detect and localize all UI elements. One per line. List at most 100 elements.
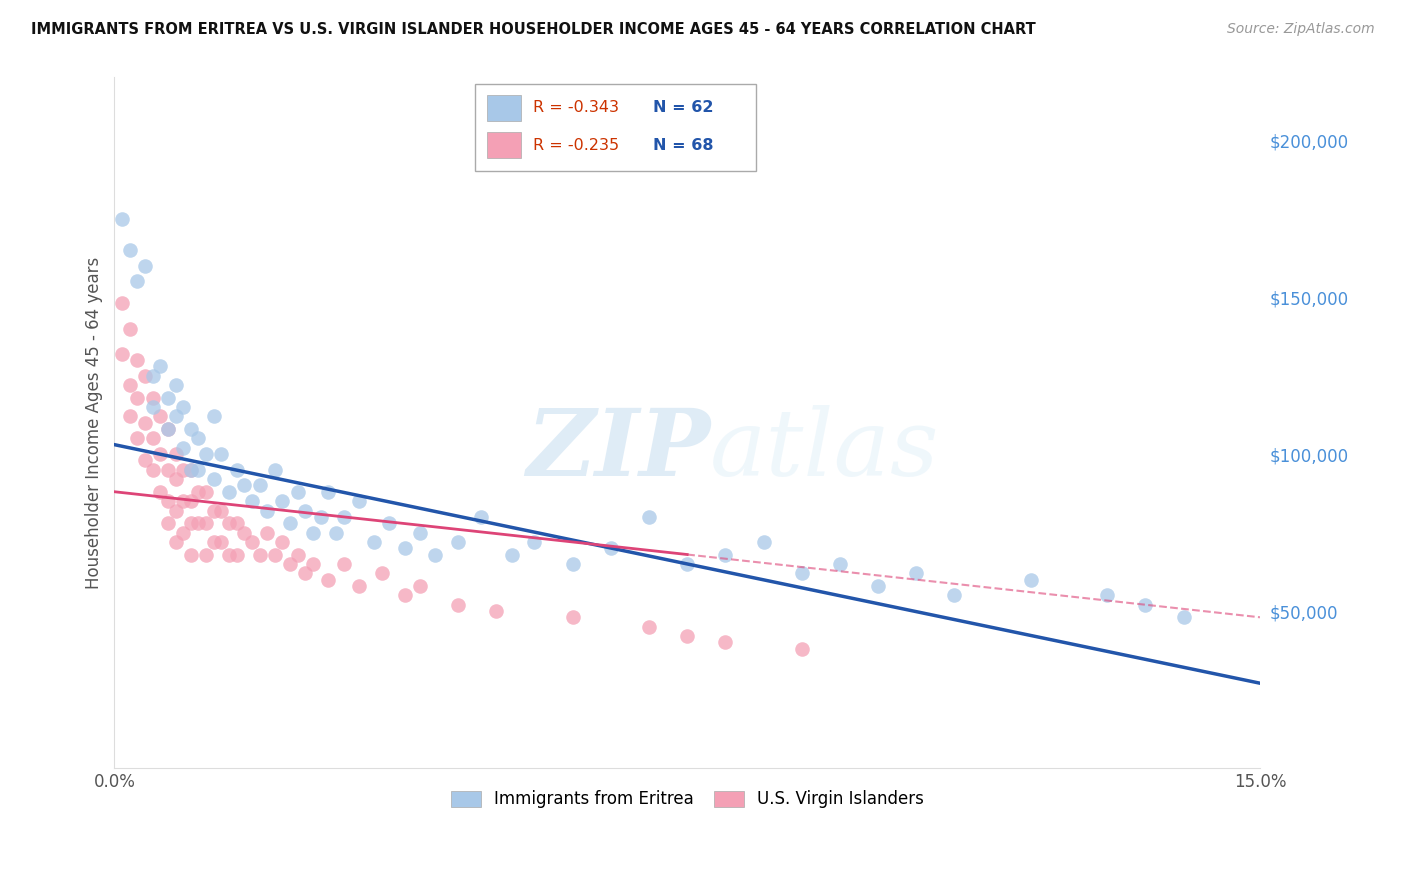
Immigrants from Eritrea <box>209 447 232 461</box>
U.S. Virgin Islanders <box>209 503 232 517</box>
U.S. Virgin Islanders <box>256 525 278 540</box>
Text: Source: ZipAtlas.com: Source: ZipAtlas.com <box>1227 22 1375 37</box>
U.S. Virgin Islanders <box>127 352 149 367</box>
U.S. Virgin Islanders <box>195 484 218 499</box>
Immigrants from Eritrea <box>263 463 285 477</box>
Immigrants from Eritrea <box>202 409 225 424</box>
Immigrants from Eritrea <box>1173 610 1195 624</box>
U.S. Virgin Islanders <box>172 494 194 508</box>
Immigrants from Eritrea <box>523 535 546 549</box>
Immigrants from Eritrea <box>142 368 165 383</box>
U.S. Virgin Islanders <box>111 346 134 360</box>
U.S. Virgin Islanders <box>561 610 583 624</box>
U.S. Virgin Islanders <box>485 604 508 618</box>
Immigrants from Eritrea <box>180 422 202 436</box>
Immigrants from Eritrea <box>134 259 156 273</box>
Immigrants from Eritrea <box>638 509 661 524</box>
U.S. Virgin Islanders <box>225 516 247 530</box>
Text: N = 62: N = 62 <box>652 100 713 115</box>
Immigrants from Eritrea <box>828 557 851 571</box>
U.S. Virgin Islanders <box>118 321 141 335</box>
U.S. Virgin Islanders <box>118 409 141 424</box>
U.S. Virgin Islanders <box>149 484 172 499</box>
U.S. Virgin Islanders <box>180 494 202 508</box>
U.S. Virgin Islanders <box>172 463 194 477</box>
Immigrants from Eritrea <box>287 484 309 499</box>
Text: R = -0.235: R = -0.235 <box>533 137 619 153</box>
Immigrants from Eritrea <box>127 275 149 289</box>
Immigrants from Eritrea <box>501 548 523 562</box>
U.S. Virgin Islanders <box>180 463 202 477</box>
Immigrants from Eritrea <box>561 557 583 571</box>
Immigrants from Eritrea <box>218 484 240 499</box>
Immigrants from Eritrea <box>202 472 225 486</box>
Bar <box>486 95 522 121</box>
U.S. Virgin Islanders <box>225 548 247 562</box>
U.S. Virgin Islanders <box>347 579 370 593</box>
Immigrants from Eritrea <box>294 503 316 517</box>
U.S. Virgin Islanders <box>240 535 263 549</box>
Immigrants from Eritrea <box>347 494 370 508</box>
Immigrants from Eritrea <box>1135 598 1157 612</box>
U.S. Virgin Islanders <box>127 391 149 405</box>
Y-axis label: Householder Income Ages 45 - 64 years: Householder Income Ages 45 - 64 years <box>86 257 103 589</box>
Immigrants from Eritrea <box>752 535 775 549</box>
U.S. Virgin Islanders <box>209 535 232 549</box>
Immigrants from Eritrea <box>316 484 339 499</box>
Immigrants from Eritrea <box>394 541 416 556</box>
U.S. Virgin Islanders <box>187 516 209 530</box>
U.S. Virgin Islanders <box>156 516 179 530</box>
U.S. Virgin Islanders <box>202 503 225 517</box>
U.S. Virgin Islanders <box>142 431 165 445</box>
U.S. Virgin Islanders <box>714 635 737 649</box>
U.S. Virgin Islanders <box>149 447 172 461</box>
U.S. Virgin Islanders <box>202 535 225 549</box>
Immigrants from Eritrea <box>271 494 294 508</box>
U.S. Virgin Islanders <box>287 548 309 562</box>
U.S. Virgin Islanders <box>271 535 294 549</box>
U.S. Virgin Islanders <box>249 548 271 562</box>
Immigrants from Eritrea <box>943 588 966 602</box>
Immigrants from Eritrea <box>249 478 271 492</box>
U.S. Virgin Islanders <box>149 409 172 424</box>
Immigrants from Eritrea <box>149 359 172 374</box>
Immigrants from Eritrea <box>187 431 209 445</box>
Immigrants from Eritrea <box>1019 573 1042 587</box>
Immigrants from Eritrea <box>425 548 447 562</box>
U.S. Virgin Islanders <box>294 566 316 581</box>
Immigrants from Eritrea <box>256 503 278 517</box>
Immigrants from Eritrea <box>172 441 194 455</box>
Immigrants from Eritrea <box>233 478 256 492</box>
Immigrants from Eritrea <box>195 447 218 461</box>
Text: ZIP: ZIP <box>526 405 710 495</box>
Immigrants from Eritrea <box>790 566 813 581</box>
Immigrants from Eritrea <box>332 509 354 524</box>
Immigrants from Eritrea <box>225 463 247 477</box>
U.S. Virgin Islanders <box>165 447 187 461</box>
U.S. Virgin Islanders <box>134 453 156 467</box>
U.S. Virgin Islanders <box>370 566 392 581</box>
Immigrants from Eritrea <box>868 579 890 593</box>
U.S. Virgin Islanders <box>127 431 149 445</box>
Immigrants from Eritrea <box>142 400 165 414</box>
Immigrants from Eritrea <box>111 211 134 226</box>
Immigrants from Eritrea <box>302 525 325 540</box>
U.S. Virgin Islanders <box>134 416 156 430</box>
U.S. Virgin Islanders <box>156 463 179 477</box>
Immigrants from Eritrea <box>676 557 699 571</box>
U.S. Virgin Islanders <box>142 391 165 405</box>
Legend: Immigrants from Eritrea, U.S. Virgin Islanders: Immigrants from Eritrea, U.S. Virgin Isl… <box>444 783 931 815</box>
Text: atlas: atlas <box>710 405 939 495</box>
U.S. Virgin Islanders <box>180 516 202 530</box>
U.S. Virgin Islanders <box>316 573 339 587</box>
U.S. Virgin Islanders <box>172 525 194 540</box>
U.S. Virgin Islanders <box>156 494 179 508</box>
U.S. Virgin Islanders <box>676 629 699 643</box>
U.S. Virgin Islanders <box>638 620 661 634</box>
Immigrants from Eritrea <box>180 463 202 477</box>
Immigrants from Eritrea <box>714 548 737 562</box>
U.S. Virgin Islanders <box>134 368 156 383</box>
U.S. Virgin Islanders <box>790 641 813 656</box>
Text: N = 68: N = 68 <box>652 137 713 153</box>
U.S. Virgin Islanders <box>278 557 301 571</box>
